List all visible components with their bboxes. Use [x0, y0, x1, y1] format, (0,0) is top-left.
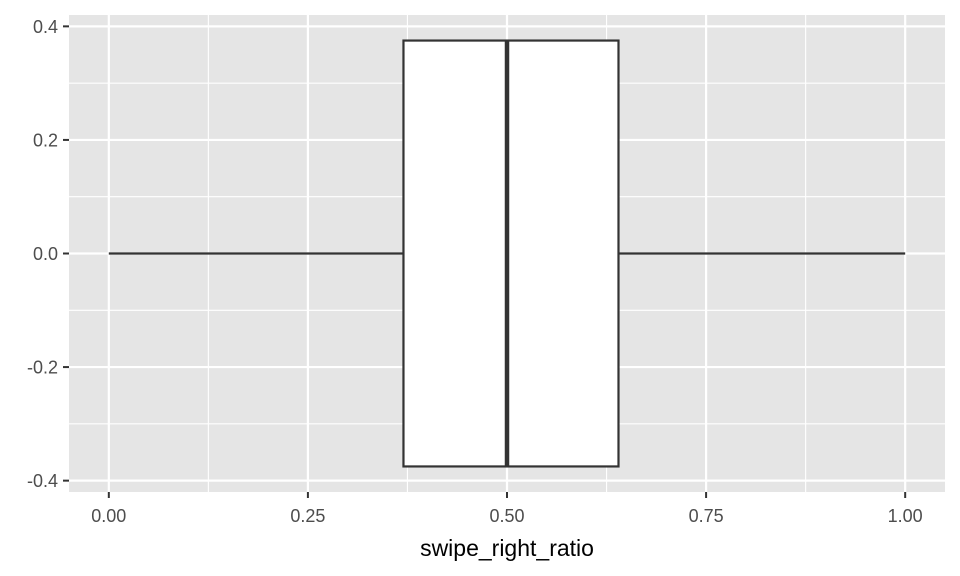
- x-axis-title: swipe_right_ratio: [420, 535, 594, 561]
- x-tick-label: 1.00: [888, 506, 923, 526]
- x-tick-label: 0.75: [689, 506, 724, 526]
- box-plot: [108, 39, 906, 468]
- box-iqr: [402, 39, 620, 468]
- x-tick-label: 0.25: [290, 506, 325, 526]
- y-tick-label: 0.0: [33, 244, 58, 264]
- y-tick-label: 0.2: [33, 130, 58, 150]
- y-tick-label: 0.4: [33, 17, 58, 37]
- x-axis: 0.00 0.25 0.50 0.75 1.00: [91, 492, 923, 526]
- y-axis: 0.4 0.2 0.0 -0.2 -0.4: [27, 17, 69, 491]
- y-tick-label: -0.2: [27, 358, 58, 378]
- x-tick-label: 0.00: [91, 506, 126, 526]
- x-tick-label: 0.50: [489, 506, 524, 526]
- y-tick-label: -0.4: [27, 471, 58, 491]
